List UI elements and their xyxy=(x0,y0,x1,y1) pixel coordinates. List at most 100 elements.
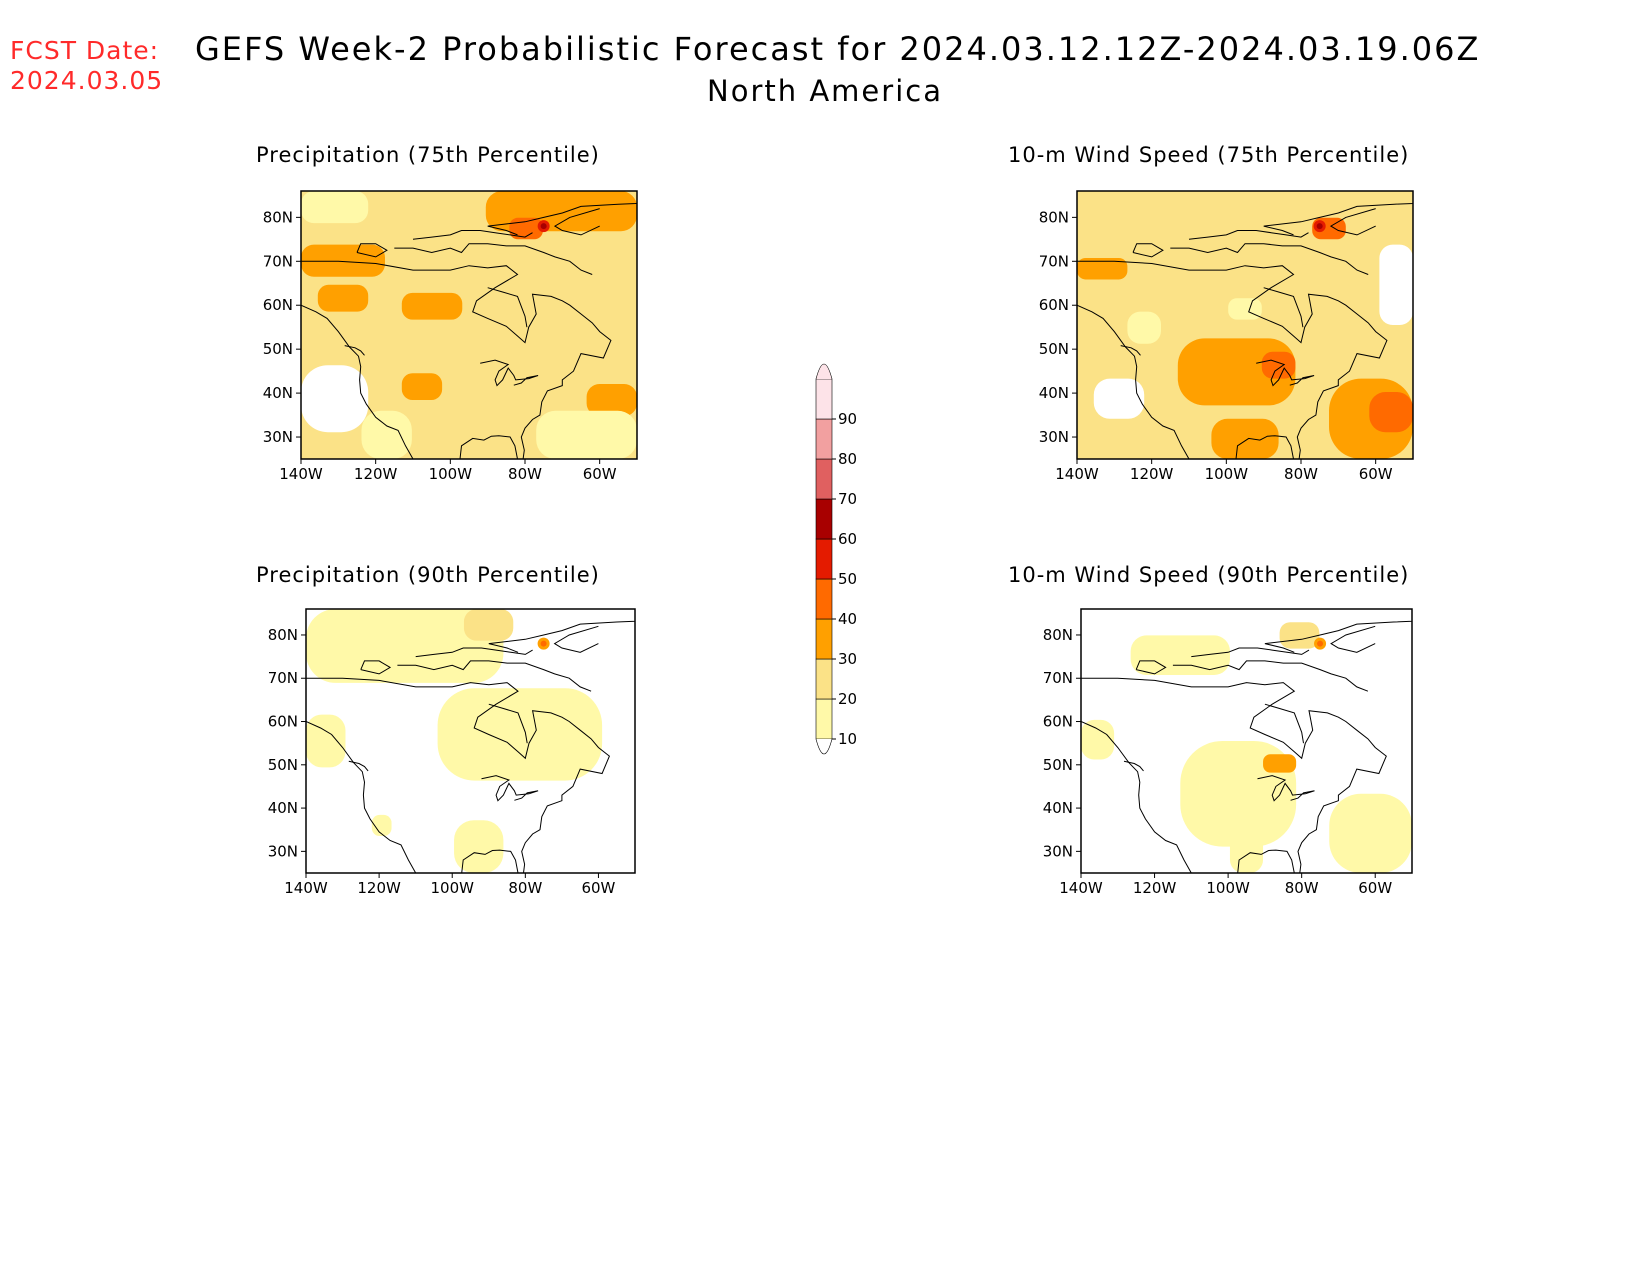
colorbar-label: 90 xyxy=(838,410,857,428)
lon-tick-label: 100W xyxy=(430,879,474,897)
coastline xyxy=(1077,260,1388,459)
coastline xyxy=(1170,243,1369,275)
lon-tick-label: 80W xyxy=(508,879,542,897)
coastline xyxy=(1172,660,1369,692)
lon-tick-label: 60W xyxy=(583,465,617,483)
hotspot-core xyxy=(1317,640,1324,647)
probability-region xyxy=(1211,418,1279,459)
fcst-date-value: 2024.03.05 xyxy=(10,66,164,95)
lat-tick-label: 30N xyxy=(1039,428,1069,446)
coastline xyxy=(397,660,592,692)
colorbar-segment xyxy=(815,618,833,660)
probability-region xyxy=(1261,351,1296,379)
probability-region xyxy=(1369,392,1413,433)
page-title: GEFS Week-2 Probabilistic Forecast for 2… xyxy=(195,30,1481,68)
colorbar-segment xyxy=(815,578,833,620)
probability-region xyxy=(454,820,504,873)
lat-tick-label: 50N xyxy=(263,340,293,358)
probability-region xyxy=(1279,622,1320,649)
probability-region xyxy=(301,191,369,224)
colorbar-segment xyxy=(815,458,833,500)
probability-region xyxy=(401,292,463,320)
probability-region xyxy=(536,410,637,459)
coastline xyxy=(1081,677,1387,873)
colorbar-label: 10 xyxy=(838,730,857,748)
map-frame xyxy=(305,608,636,874)
lat-tick-label: 40N xyxy=(263,384,293,402)
panel-title-precip-75: Precipitation (75th Percentile) xyxy=(256,143,600,167)
map-fill xyxy=(301,191,637,459)
probability-region xyxy=(371,814,392,837)
lat-tick-label: 80N xyxy=(1043,626,1073,644)
lon-tick-label: 140W xyxy=(1059,879,1103,897)
probability-region xyxy=(463,609,514,641)
coastline xyxy=(1237,849,1295,873)
coastline xyxy=(344,345,365,356)
probability-region xyxy=(401,373,443,401)
map-fill xyxy=(306,609,635,873)
lon-tick-label: 100W xyxy=(1205,465,1249,483)
coastline xyxy=(1329,208,1376,236)
coastline xyxy=(412,230,533,240)
coastline xyxy=(360,660,392,675)
lat-tick-label: 60N xyxy=(1039,296,1069,314)
coastline xyxy=(488,620,635,653)
coastline xyxy=(1120,345,1141,356)
lat-tick-label: 70N xyxy=(263,252,293,270)
colorbar-label: 30 xyxy=(838,650,857,668)
panel-title-wind-75: 10-m Wind Speed (75th Percentile) xyxy=(1008,143,1410,167)
lat-tick-label: 70N xyxy=(1043,669,1073,687)
coastline xyxy=(481,775,539,802)
probability-region xyxy=(317,284,369,312)
probability-region xyxy=(1379,244,1413,325)
colorbar-label: 20 xyxy=(838,690,857,708)
colorbar-segment xyxy=(815,378,833,420)
coastline xyxy=(1263,287,1304,328)
lon-tick-label: 120W xyxy=(357,879,401,897)
map-wind-75: 80N 70N 60N 50N 40N 30N 140W 120W 100W 80W 60W xyxy=(1039,190,1414,483)
lon-tick-label: 100W xyxy=(1206,879,1250,897)
probability-region xyxy=(485,191,637,232)
colorbar-bottom-cap xyxy=(815,738,833,755)
coastline xyxy=(348,760,369,772)
lat-tick-label: 30N xyxy=(263,428,293,446)
probability-region xyxy=(509,217,543,240)
colorbar-label: 60 xyxy=(838,530,857,548)
map-frame xyxy=(300,190,638,460)
coastline xyxy=(1263,202,1413,236)
lon-tick-label: 120W xyxy=(354,465,398,483)
coastline xyxy=(306,677,611,873)
coastline xyxy=(415,647,533,658)
probability-region xyxy=(306,609,504,683)
lat-tick-label: 50N xyxy=(268,756,298,774)
coastline xyxy=(553,208,600,236)
colorbar-segment xyxy=(815,698,833,740)
probability-region xyxy=(1077,258,1128,280)
panel-title-precip-90: Precipitation (90th Percentile) xyxy=(256,563,600,587)
coastline xyxy=(1264,620,1412,653)
lat-tick-label: 30N xyxy=(268,842,298,860)
probability-region xyxy=(586,383,637,417)
coastline xyxy=(1264,703,1304,744)
coastline xyxy=(1081,721,1192,873)
coastline xyxy=(301,260,612,459)
colorbar-label: 80 xyxy=(838,450,857,468)
map-frame xyxy=(1076,190,1414,460)
colorbar-segment xyxy=(815,418,833,460)
coastline xyxy=(1135,660,1167,675)
hotspot-core xyxy=(540,640,547,647)
lat-tick-label: 50N xyxy=(1039,340,1069,358)
probability-region xyxy=(1081,719,1115,760)
lat-tick-label: 50N xyxy=(1043,756,1073,774)
lat-tick-label: 70N xyxy=(268,669,298,687)
coastline xyxy=(480,359,539,387)
probability-region xyxy=(437,688,603,781)
coastline xyxy=(301,304,414,459)
probability-region xyxy=(1263,754,1297,773)
probability-region xyxy=(1229,820,1264,873)
colorbar-label: 40 xyxy=(838,610,857,628)
colorbar-label: 70 xyxy=(838,490,857,508)
coastline xyxy=(356,243,388,258)
map-frame xyxy=(1080,608,1413,874)
coastline xyxy=(1077,304,1190,459)
